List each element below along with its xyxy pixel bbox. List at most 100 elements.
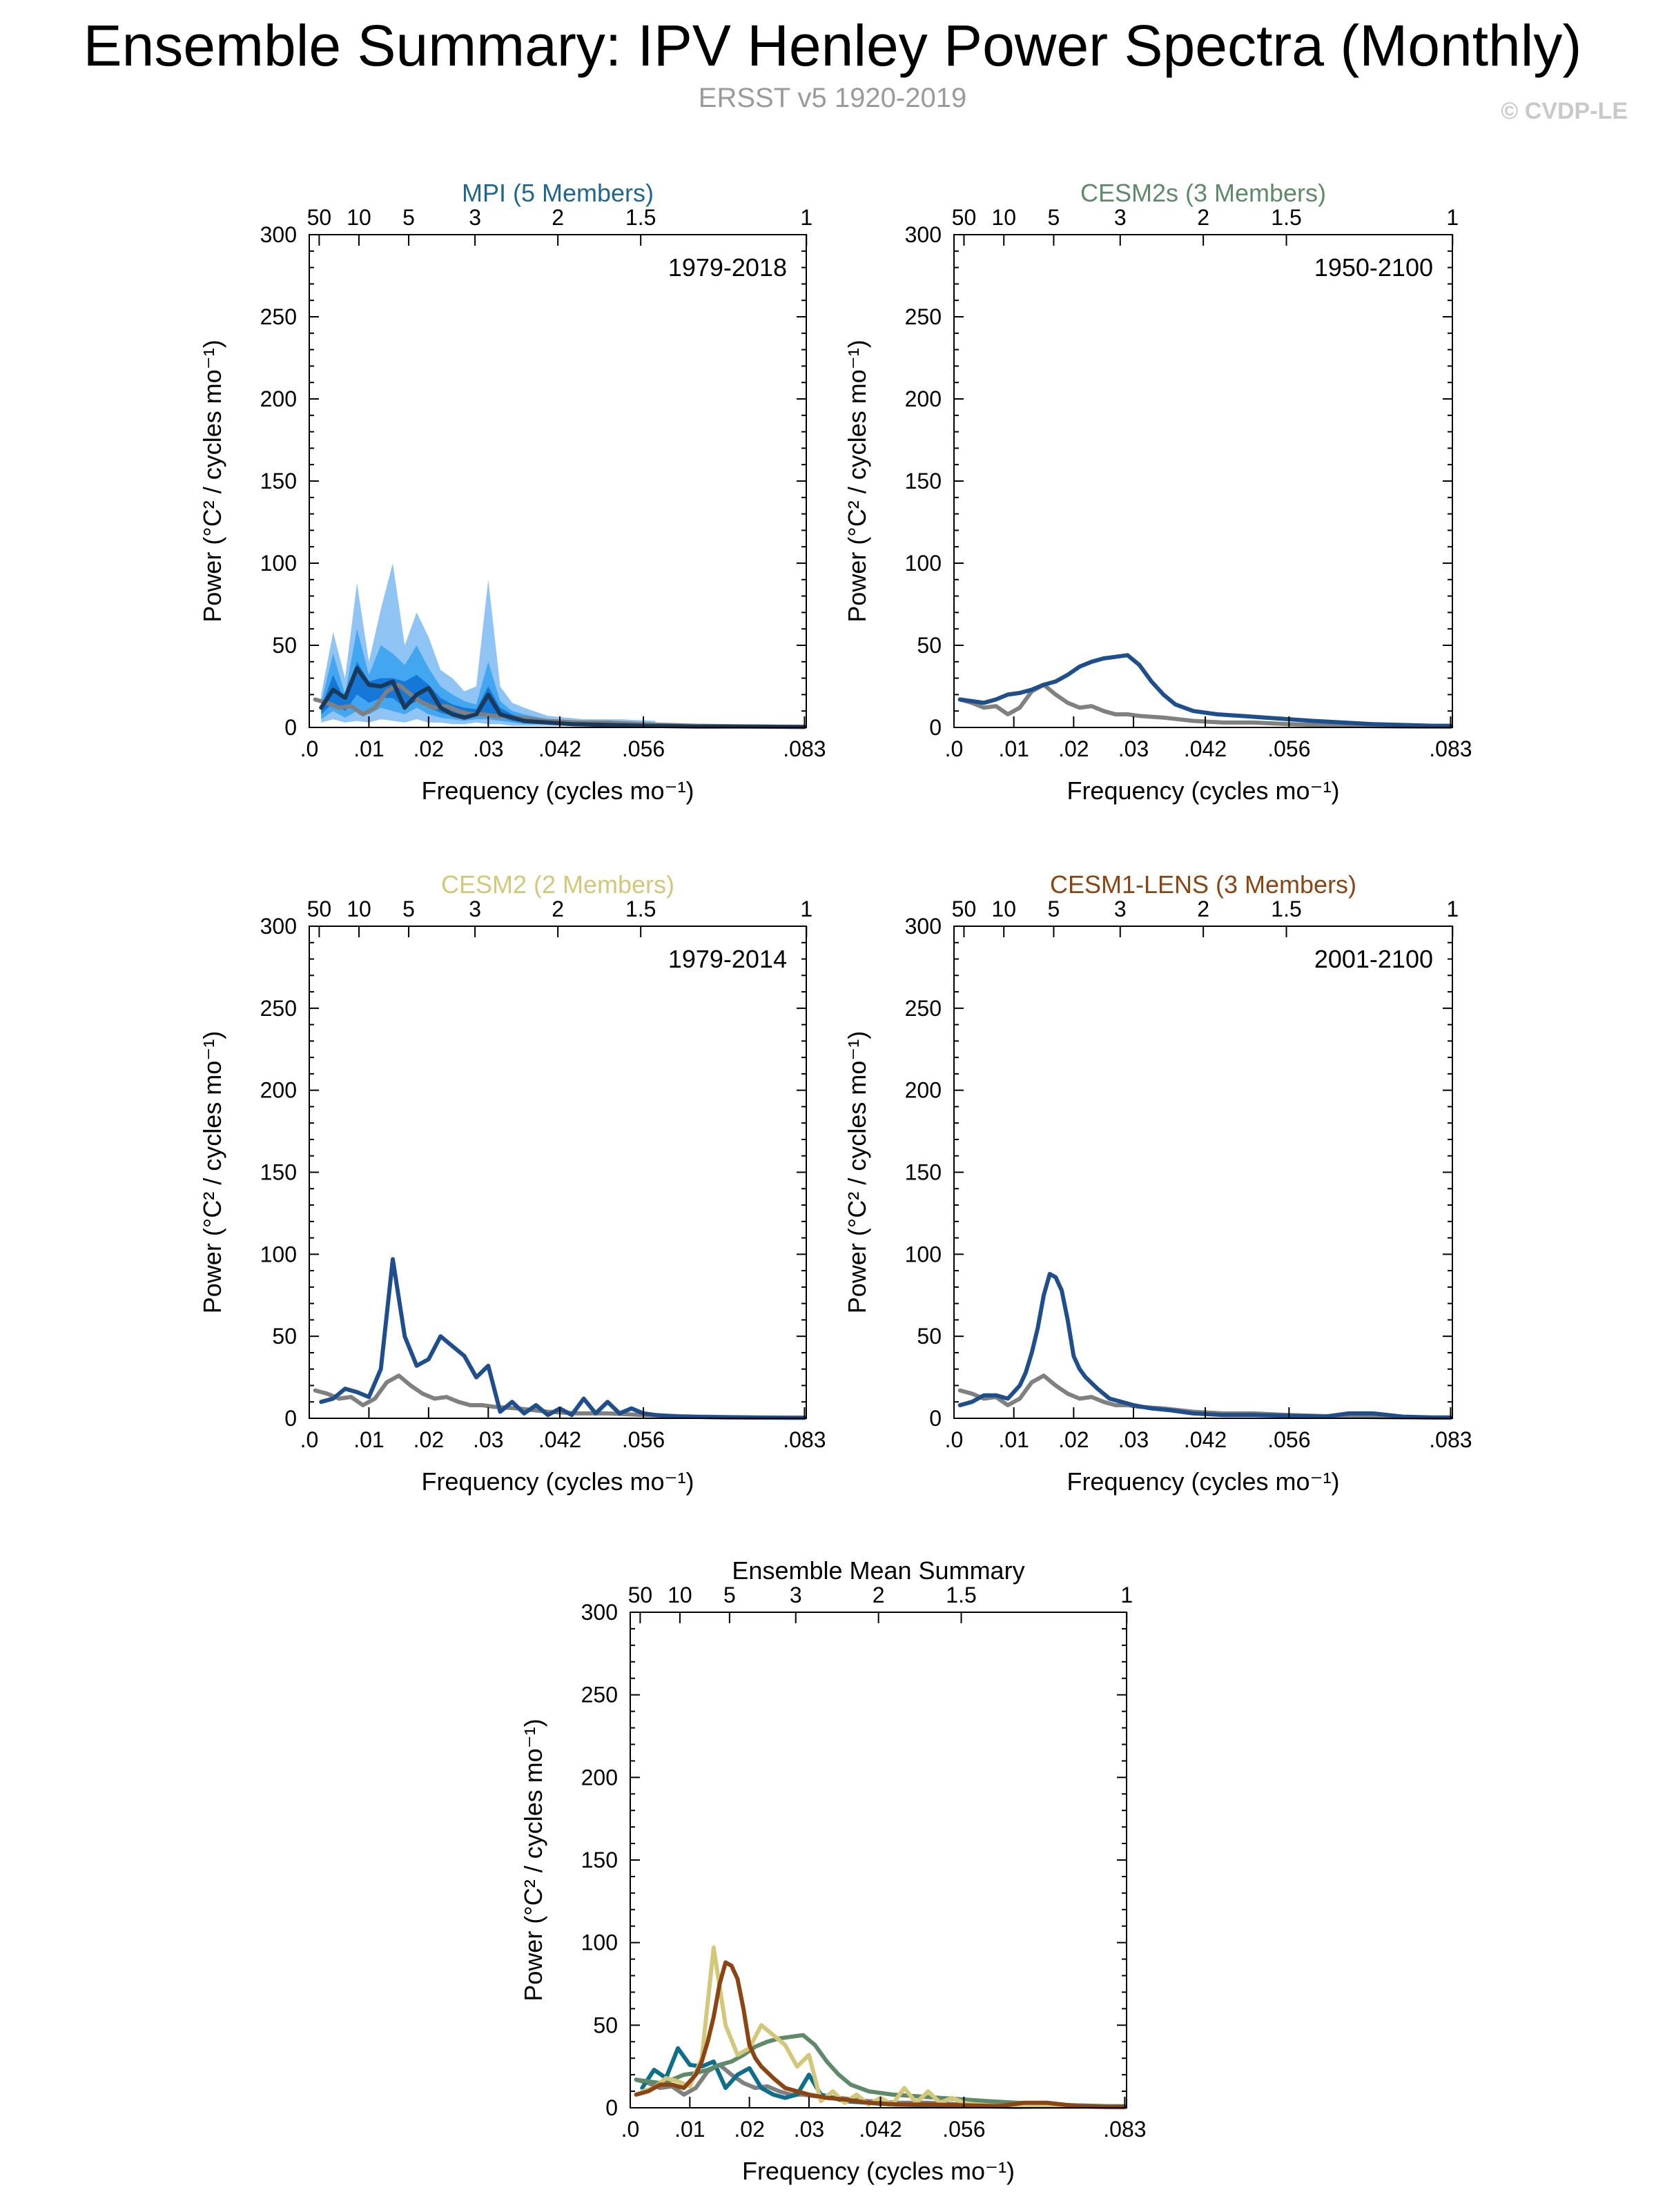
copyright-label: © CVDP-LE [1501, 98, 1628, 124]
series-line-observations [313, 683, 807, 730]
x-tick-label: .056 [1267, 736, 1310, 761]
chart-panel-2: 050100150200250300.0.01.02.03.042.056.08… [843, 179, 1472, 805]
x-axis-label: Frequency (cycles mo⁻¹) [421, 1467, 694, 1496]
x-tick-label: .03 [1118, 1427, 1149, 1452]
y-tick-label: 100 [581, 1930, 618, 1955]
panel-period-label: 1979-2014 [668, 945, 787, 973]
y-tick-label: 200 [260, 386, 297, 411]
period-tick-label: 5 [1048, 205, 1060, 230]
x-tick-label: .01 [998, 1427, 1029, 1452]
figure-title: Ensemble Summary: IPV Henley Power Spect… [83, 13, 1582, 78]
y-tick-label: 200 [581, 1765, 618, 1790]
series-line-cesm2s [634, 2033, 1127, 2108]
x-tick-label: .056 [1267, 1427, 1310, 1452]
series-line-cesm1-lens [634, 1960, 1127, 2109]
x-tick-label: .083 [783, 736, 826, 761]
plot-frame [953, 234, 1453, 728]
period-tick-label: 1 [1446, 897, 1459, 921]
series-line-cesm1-lens-ensemble-mean [957, 1271, 1453, 1420]
x-tick-label: .083 [1429, 736, 1472, 761]
period-tick-label: 2 [552, 205, 564, 230]
period-tick-label: 2 [873, 1583, 885, 1607]
x-tick-label: .0 [945, 1427, 964, 1452]
y-axis-label: Power (°C² / cycles mo⁻¹) [198, 340, 226, 622]
x-tick-label: .02 [413, 1427, 444, 1452]
y-tick-label: 250 [260, 996, 297, 1021]
chart-panel-5: 050100150200250300.0.01.02.03.042.056.08… [519, 1556, 1147, 2185]
period-tick-label: 1.5 [625, 205, 656, 230]
y-tick-label: 200 [905, 386, 942, 411]
x-tick-label: .042 [538, 1427, 581, 1452]
panel-period-label: 2001-2100 [1314, 945, 1433, 973]
x-tick-label: .03 [794, 2117, 824, 2142]
chart-panel-4: 050100150200250300.0.01.02.03.042.056.08… [843, 870, 1472, 1496]
x-tick-label: .02 [734, 2117, 764, 2142]
period-tick-label: 10 [347, 205, 371, 230]
x-tick-label: .042 [1184, 1427, 1227, 1452]
x-tick-label: .01 [353, 1427, 384, 1452]
x-axis-label: Frequency (cycles mo⁻¹) [1067, 1467, 1339, 1496]
y-tick-label: 300 [260, 914, 297, 939]
panel-title: MPI (5 Members) [462, 179, 654, 207]
period-tick-label: 2 [1197, 205, 1209, 230]
period-tick-label: 1.5 [946, 1583, 976, 1607]
period-tick-label: 50 [307, 897, 332, 921]
x-tick-label: .0 [945, 736, 964, 761]
figure-subtitle: ERSST v5 1920-2019 [698, 83, 967, 113]
period-tick-label: 3 [469, 897, 481, 921]
series-line-mpi-ensemble-mean [319, 666, 807, 730]
y-tick-label: 150 [260, 1160, 297, 1185]
period-tick-label: 50 [952, 897, 977, 921]
period-tick-label: 1.5 [1271, 897, 1301, 921]
y-tick-label: 0 [605, 2095, 618, 2120]
period-tick-label: 3 [790, 1583, 802, 1607]
period-tick-label: 50 [307, 205, 332, 230]
y-tick-label: 100 [905, 551, 942, 576]
y-tick-label: 0 [284, 715, 297, 740]
x-axis-label: Frequency (cycles mo⁻¹) [421, 776, 694, 805]
period-tick-label: 1.5 [625, 897, 656, 921]
panel-title: CESM2s (3 Members) [1080, 179, 1326, 207]
panel-period-label: 1979-2018 [668, 253, 787, 282]
x-tick-label: .042 [538, 736, 581, 761]
y-tick-label: 50 [272, 633, 297, 658]
y-tick-label: 50 [272, 1324, 297, 1349]
period-tick-label: 1 [1446, 205, 1459, 230]
x-tick-label: .083 [783, 1427, 826, 1452]
period-tick-label: 50 [952, 205, 977, 230]
y-tick-label: 250 [905, 996, 942, 1021]
x-axis-label: Frequency (cycles mo⁻¹) [1067, 776, 1339, 805]
period-tick-label: 2 [552, 897, 564, 921]
panel-period-label: 1950-2100 [1314, 253, 1433, 282]
period-tick-label: 3 [469, 205, 481, 230]
period-tick-label: 3 [1114, 897, 1127, 921]
period-tick-label: 1.5 [1271, 205, 1301, 230]
series-line-observations [313, 1373, 807, 1420]
y-tick-label: 100 [260, 1242, 297, 1266]
y-tick-label: 100 [260, 551, 297, 576]
x-axis-label: Frequency (cycles mo⁻¹) [742, 2157, 1015, 2185]
y-tick-label: 150 [905, 469, 942, 493]
series-line-cesm2s-ensemble-mean [957, 653, 1453, 728]
y-tick-label: 200 [905, 1078, 942, 1103]
y-tick-label: 300 [581, 1600, 618, 1625]
x-tick-label: .03 [473, 1427, 503, 1452]
period-tick-label: 10 [991, 205, 1016, 230]
x-tick-label: .042 [1184, 736, 1227, 761]
x-tick-label: .01 [998, 736, 1029, 761]
y-tick-label: 50 [917, 633, 942, 658]
y-tick-label: 0 [284, 1406, 297, 1431]
x-tick-label: .0 [300, 736, 319, 761]
y-tick-label: 0 [929, 715, 942, 740]
period-tick-label: 10 [347, 897, 371, 921]
y-tick-label: 250 [905, 304, 942, 329]
period-tick-label: 2 [1197, 897, 1209, 921]
y-tick-label: 200 [260, 1078, 297, 1103]
y-tick-label: 0 [929, 1406, 942, 1431]
panel-title: Ensemble Mean Summary [732, 1556, 1024, 1585]
x-tick-label: .042 [859, 2117, 902, 2142]
x-tick-label: .056 [942, 2117, 985, 2142]
series-line-cesm2-ensemble-mean [319, 1257, 807, 1420]
chart-panel-3: 050100150200250300.0.01.02.03.042.056.08… [198, 870, 826, 1496]
